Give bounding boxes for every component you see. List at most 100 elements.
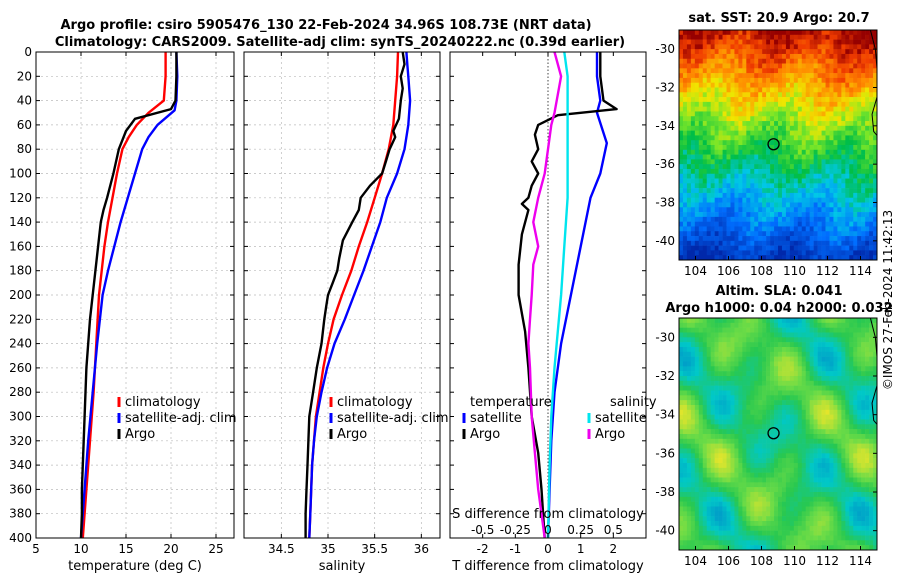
map-cell <box>805 183 810 189</box>
map-cell <box>746 188 751 194</box>
map-cell <box>679 149 684 155</box>
map-cell <box>785 525 791 531</box>
map-cell <box>754 361 759 367</box>
map-cell <box>837 327 842 333</box>
map-cell <box>789 322 795 328</box>
map-cell <box>718 111 723 117</box>
map-cell <box>722 405 727 411</box>
map-cell <box>801 125 807 131</box>
map-cell <box>865 245 870 251</box>
map-cell <box>829 226 834 232</box>
map-cell <box>754 496 759 502</box>
map-cell <box>682 337 688 343</box>
map-cell <box>774 482 779 488</box>
map-cell <box>829 231 834 237</box>
map-cell <box>682 140 688 146</box>
map-cell <box>861 130 866 136</box>
map-cell <box>869 77 874 84</box>
map-cell <box>833 173 838 179</box>
map-cell <box>750 482 755 488</box>
map-cell <box>679 516 684 522</box>
map-cell <box>789 385 795 391</box>
map-cell <box>801 197 807 203</box>
map-cell <box>690 477 696 483</box>
map-cell <box>770 87 775 93</box>
map-cell <box>793 405 799 411</box>
map-cell <box>774 487 779 493</box>
map-cell <box>778 164 783 170</box>
map-cell <box>857 458 862 464</box>
map-cell <box>813 168 818 175</box>
map-cell <box>718 140 723 146</box>
legend-entry: climatology <box>125 395 201 410</box>
map-cell <box>742 351 747 357</box>
map-cell <box>774 212 779 218</box>
map-cell <box>758 97 763 103</box>
map-cell <box>797 135 803 141</box>
map-cell <box>682 63 688 69</box>
map-cell <box>845 458 850 464</box>
map-cell <box>813 351 818 357</box>
map-cell <box>762 97 767 103</box>
map-cell <box>694 58 700 64</box>
map-cell <box>770 496 775 502</box>
map-cell <box>861 424 866 430</box>
map-cell <box>758 424 763 430</box>
map-cell <box>805 92 810 98</box>
x-tick-label: 0 <box>544 542 552 556</box>
map-cell <box>869 438 874 444</box>
map-cell <box>857 395 862 401</box>
map-cell <box>754 250 759 256</box>
map-cell <box>837 212 842 218</box>
map-cell <box>714 327 719 333</box>
map-cell <box>726 116 731 122</box>
map-cell <box>857 322 862 328</box>
map-cell <box>781 458 787 464</box>
map-cell <box>789 482 795 488</box>
map-cell <box>694 453 700 459</box>
map-cell <box>722 250 727 256</box>
map-cell <box>690 82 696 88</box>
map-cell <box>774 173 779 179</box>
map-cell <box>845 63 850 69</box>
map-cell <box>706 463 711 469</box>
map-cell <box>853 487 858 493</box>
map-cell <box>710 164 715 170</box>
map-cell <box>702 492 708 498</box>
x2-tick-label: 0.25 <box>567 523 594 537</box>
map-cell <box>869 207 874 213</box>
map-cell <box>714 159 719 165</box>
map-cell <box>833 438 838 444</box>
map-cell <box>793 111 799 117</box>
map-cell <box>762 202 767 208</box>
map-cell <box>821 516 826 522</box>
map-cell <box>686 255 692 261</box>
map-cell <box>730 463 735 469</box>
map-cell <box>821 453 826 459</box>
map-cell <box>841 467 846 473</box>
map-cell <box>702 467 708 473</box>
map-cell <box>710 202 715 208</box>
map-cell <box>837 106 842 112</box>
map-cell <box>869 58 874 64</box>
map-cell <box>849 68 854 74</box>
map-cell <box>837 255 842 261</box>
map-cell <box>845 34 850 40</box>
map-cell <box>833 337 838 343</box>
map-cell <box>690 395 696 401</box>
map-cell <box>833 125 838 131</box>
map-cell <box>766 356 771 362</box>
map-cell <box>710 192 715 199</box>
map-cell <box>845 121 850 127</box>
map-cell <box>722 376 727 382</box>
legend-header-salinity: salinity <box>610 395 657 410</box>
map-cell <box>853 125 858 131</box>
map-cell <box>694 525 700 531</box>
map-cell <box>801 121 807 127</box>
map-cell <box>841 463 846 469</box>
map-cell <box>821 212 826 218</box>
map-cell <box>817 438 822 444</box>
map-cell <box>837 159 842 165</box>
map-cell <box>718 400 723 406</box>
map-cell <box>706 159 711 165</box>
